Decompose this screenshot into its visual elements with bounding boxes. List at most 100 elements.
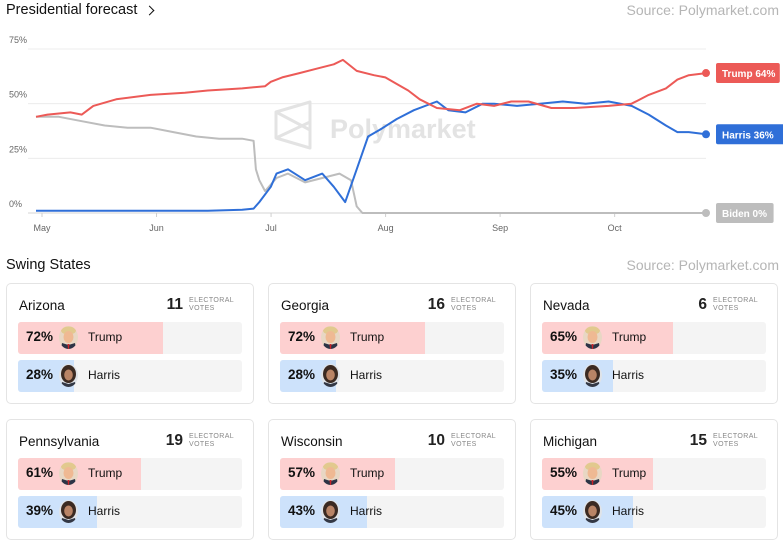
harris-avatar xyxy=(59,364,78,387)
harris-odds-bar: 45% Harris xyxy=(542,496,766,528)
chevron-right-icon xyxy=(144,5,155,16)
harris-percentage: 43% xyxy=(288,503,316,518)
x-tick-label: Sep xyxy=(492,223,508,233)
harris-name: Harris xyxy=(88,504,120,518)
electoral-vote-count: 10 xyxy=(427,432,445,449)
electoral-vote-count: 16 xyxy=(427,296,445,313)
harris-odds-fill xyxy=(18,496,97,528)
y-tick-label: 75% xyxy=(9,35,27,45)
harris-avatar xyxy=(321,364,340,387)
electoral-votes-label: ELECTORAL VOTES xyxy=(189,297,234,312)
end-label-badge xyxy=(716,203,774,223)
state-card-header: Pennsylvania 19 ELECTORAL VOTES xyxy=(19,430,239,452)
trump-avatar xyxy=(321,326,340,349)
electoral-votes-label: ELECTORAL VOTES xyxy=(189,433,234,448)
state-card-nevada[interactable]: Nevada 6 ELECTORAL VOTES 65% Trump 35% xyxy=(530,283,778,404)
watermark-text: Polymarket xyxy=(330,114,476,144)
harris-avatar xyxy=(59,500,78,523)
series-end-labels: Biden 0% Harris 36% Trump 64% xyxy=(716,63,783,223)
x-tick-label: May xyxy=(33,223,51,233)
series-line-trump xyxy=(35,58,707,118)
trump-percentage: 72% xyxy=(288,329,316,344)
trump-avatar xyxy=(321,462,340,485)
harris-percentage: 39% xyxy=(26,503,54,518)
trump-name: Trump xyxy=(350,330,385,344)
trump-percentage: 55% xyxy=(550,465,578,480)
harris-name: Harris xyxy=(350,368,382,382)
state-name: Arizona xyxy=(19,297,65,313)
trump-odds-bar: 55% Trump xyxy=(542,458,766,490)
trump-avatar xyxy=(59,462,78,485)
end-label-text: Biden 0% xyxy=(722,209,767,220)
state-name: Michigan xyxy=(543,433,598,449)
trump-name: Trump xyxy=(88,466,123,480)
x-axis-labels: May Jun Jul Aug Sep Oct xyxy=(33,213,622,233)
harris-odds-bar: 39% Harris xyxy=(18,496,242,528)
electoral-votes-label: ELECTORAL VOTES xyxy=(451,297,496,312)
harris-odds-bar: 35% Harris xyxy=(542,360,766,392)
electoral-vote-count: 11 xyxy=(166,296,183,313)
harris-avatar xyxy=(321,500,340,523)
forecast-title-link[interactable]: Presidential forecast xyxy=(6,2,155,18)
trump-odds-bar: 57% Trump xyxy=(280,458,504,490)
end-label-harris: Harris 36% xyxy=(716,124,783,145)
electoral-votes-label: ELECTORAL VOTES xyxy=(451,433,496,448)
trump-name: Trump xyxy=(612,466,647,480)
trump-odds-bar: 72% Trump xyxy=(18,322,242,354)
state-card-header: Arizona 11 ELECTORAL VOTES xyxy=(19,294,239,316)
electoral-vote-count: 19 xyxy=(165,432,183,449)
series-end-marker-biden[interactable] xyxy=(702,209,710,217)
polymarket-logo-icon xyxy=(274,100,312,150)
x-tick-label: Oct xyxy=(608,223,623,233)
forecast-source: Source: Polymarket.com xyxy=(626,2,780,18)
state-card-header: Nevada 6 ELECTORAL VOTES xyxy=(543,294,763,316)
harris-name: Harris xyxy=(612,504,644,518)
harris-name: Harris xyxy=(350,504,382,518)
polymarket-watermark: Polymarket xyxy=(274,100,476,150)
state-name: Wisconsin xyxy=(281,433,343,449)
state-card-header: Michigan 15 ELECTORAL VOTES xyxy=(543,430,763,452)
trump-percentage: 72% xyxy=(26,329,54,344)
y-tick-label: 25% xyxy=(9,144,27,154)
y-tick-label: 50% xyxy=(9,90,27,100)
y-tick-label: 0% xyxy=(9,199,22,209)
forecast-line-chart: Polymarket 0% 25% 50% 75% May Jun Jul Aug Sep Oc… xyxy=(9,35,783,233)
state-card-michigan[interactable]: Michigan 15 ELECTORAL VOTES 55% Trump 45… xyxy=(530,419,778,540)
trump-percentage: 65% xyxy=(550,329,578,344)
harris-percentage: 45% xyxy=(550,503,578,518)
harris-avatar xyxy=(583,500,602,523)
electoral-vote-count: 6 xyxy=(698,296,707,313)
trump-odds-fill xyxy=(280,322,426,354)
trump-odds-fill xyxy=(542,322,674,354)
x-tick-label: Aug xyxy=(378,223,394,233)
end-label-badge xyxy=(716,63,780,84)
y-axis-labels: 0% 25% 50% 75% xyxy=(9,35,27,209)
x-tick-label: Jun xyxy=(149,223,164,233)
x-tick-label: Jul xyxy=(265,223,277,233)
swing-states-source: Source: Polymarket.com xyxy=(626,257,780,273)
end-label-trump: Trump 64% xyxy=(716,63,780,84)
harris-odds-bar: 43% Harris xyxy=(280,496,504,528)
series-end-marker-trump[interactable] xyxy=(702,69,710,78)
forecast-header: Presidential forecast Source: Polymarket… xyxy=(6,0,779,20)
swing-state-cards: Arizona 11 ELECTORAL VOTES 72% Trump 28% xyxy=(6,283,780,543)
series-end-marker-harris[interactable] xyxy=(702,130,710,139)
state-card-wisconsin[interactable]: Wisconsin 10 ELECTORAL VOTES 57% Trump 4… xyxy=(268,419,516,540)
state-card-arizona[interactable]: Arizona 11 ELECTORAL VOTES 72% Trump 28% xyxy=(6,283,254,404)
harris-avatar xyxy=(583,364,602,387)
trump-avatar xyxy=(59,326,78,349)
harris-name: Harris xyxy=(88,368,120,382)
electoral-votes-label: ELECTORAL VOTES xyxy=(713,433,758,448)
series-line-harris xyxy=(36,100,707,212)
trump-odds-fill xyxy=(18,322,164,354)
forecast-title: Presidential forecast xyxy=(6,2,138,18)
harris-odds-bar: 28% Harris xyxy=(18,360,242,392)
state-card-pennsylvania[interactable]: Pennsylvania 19 ELECTORAL VOTES 61% Trum… xyxy=(6,419,254,540)
trump-odds-bar: 61% Trump xyxy=(18,458,242,490)
end-label-text: Harris 36% xyxy=(722,130,774,141)
end-label-biden: Biden 0% xyxy=(716,203,774,223)
trump-percentage: 61% xyxy=(26,465,54,480)
harris-odds-bar: 28% Harris xyxy=(280,360,504,392)
state-name: Nevada xyxy=(543,297,590,313)
state-card-georgia[interactable]: Georgia 16 ELECTORAL VOTES 72% Trump 28% xyxy=(268,283,516,404)
